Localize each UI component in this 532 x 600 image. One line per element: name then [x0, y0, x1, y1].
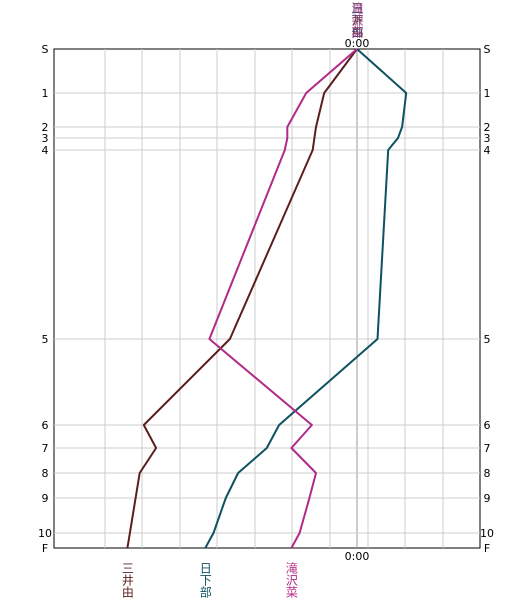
station-label-left: 5: [42, 333, 49, 346]
station-label-left: 1: [42, 87, 49, 100]
series-layer: [126, 48, 408, 549]
time-label-top: 0:00: [345, 37, 370, 50]
series-name-label-top: 日下部: [350, 2, 364, 38]
station-label-right: 3: [484, 132, 491, 145]
plot-frame: [53, 48, 481, 549]
station-label-right: 10: [480, 527, 494, 540]
series-name-label-top: 三井由: [350, 2, 364, 38]
station-label-right: 1: [484, 87, 491, 100]
station-label-left: 10: [38, 527, 52, 540]
station-label-right: 6: [484, 419, 491, 432]
station-label-left: 2: [42, 121, 49, 134]
station-label-left: 3: [42, 132, 49, 145]
station-label-left: S: [42, 43, 49, 56]
station-label-right: 9: [484, 492, 491, 505]
station-label-right: 7: [484, 442, 491, 455]
series-name-label: 滝沢菜: [284, 562, 298, 598]
station-label-left: 9: [42, 492, 49, 505]
series-name-label-top: 滝沢菜: [350, 2, 364, 38]
series-line: [204, 48, 408, 549]
series-name-label: 三井由: [120, 562, 134, 598]
station-label-right: 5: [484, 333, 491, 346]
station-label-right: 4: [484, 144, 491, 157]
station-label-right: F: [484, 542, 490, 555]
station-label-left: F: [42, 542, 48, 555]
labels: S S1 12 23 34 45 56 67 78 89 910 10F F0:000:00三井由三井由…: [38, 2, 494, 598]
series-line: [126, 48, 358, 549]
station-label-left: 7: [42, 442, 49, 455]
grid: [53, 48, 481, 549]
station-label-right: 2: [484, 121, 491, 134]
station-label-left: 8: [42, 467, 49, 480]
station-label-right: 8: [484, 467, 491, 480]
time-label-bottom: 0:00: [345, 550, 370, 563]
station-label-left: 4: [42, 144, 49, 157]
series-line: [208, 48, 358, 549]
series-name-label: 日下部: [198, 562, 212, 598]
station-label-left: 6: [42, 419, 49, 432]
station-label-right: S: [484, 43, 491, 56]
